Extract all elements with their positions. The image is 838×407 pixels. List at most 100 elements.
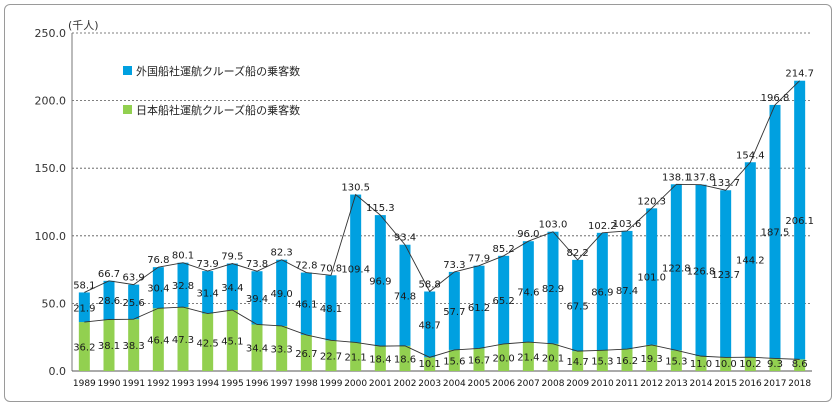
bar-japanese-operator: [572, 351, 584, 371]
data-label-total: 103.0: [539, 220, 568, 231]
data-label-foreign: 109.4: [341, 265, 370, 276]
data-label-foreign: 74.6: [517, 288, 539, 299]
data-label-japanese: 16.7: [468, 356, 490, 367]
data-label-total: 93.4: [394, 233, 416, 244]
bar-japanese-operator: [325, 340, 337, 371]
data-label-total: 73.8: [246, 259, 268, 270]
data-label-foreign: 87.4: [616, 286, 638, 297]
x-tick-label: 1998: [295, 379, 318, 389]
data-label-foreign: 82.9: [542, 284, 564, 295]
data-label-total: 58.8: [419, 280, 441, 291]
data-label-total: 80.1: [172, 251, 194, 262]
data-label-japanese: 21.1: [345, 353, 367, 364]
bar-foreign-operator: [769, 104, 781, 359]
data-label-japanese: 26.7: [295, 349, 317, 360]
x-tick-label: 2016: [739, 379, 762, 389]
bar-japanese-operator: [646, 344, 658, 371]
y-tick-label: 0.0: [49, 365, 67, 378]
data-label-foreign: 30.4: [147, 284, 169, 295]
bar-foreign-operator: [152, 267, 164, 309]
bar-foreign-operator: [78, 292, 90, 323]
bar-japanese-operator: [226, 310, 238, 371]
bar-foreign-operator: [670, 184, 682, 351]
bar-japanese-operator: [202, 313, 214, 371]
data-label-japanese: 21.4: [517, 353, 539, 364]
data-label-foreign: 57.7: [443, 307, 465, 318]
data-label-foreign: 65.2: [493, 296, 515, 307]
data-label-foreign: 32.8: [172, 281, 194, 292]
data-label-total: 214.7: [785, 69, 814, 80]
bar-foreign-operator: [276, 259, 288, 326]
data-label-japanese: 45.1: [221, 337, 243, 348]
bar-japanese-operator: [424, 357, 436, 371]
data-label-japanese: 15.6: [443, 356, 465, 367]
data-label-total: 63.9: [123, 273, 145, 284]
data-label-total: 79.5: [221, 252, 243, 263]
data-label-japanese: 9.3: [767, 359, 783, 370]
x-tick-label: 1992: [147, 379, 170, 389]
x-tick-label: 2008: [542, 379, 565, 389]
bar-foreign-operator: [572, 259, 584, 352]
data-label-total: 138.1: [662, 172, 691, 183]
bar-foreign-operator: [103, 280, 115, 320]
x-tick-label: 1994: [196, 379, 219, 389]
data-label-japanese: 38.1: [98, 341, 120, 352]
data-label-foreign: 28.6: [98, 296, 120, 307]
data-label-japanese: 18.6: [394, 354, 416, 365]
data-label-total: 85.2: [493, 244, 515, 255]
data-label-japanese: 10.0: [715, 359, 737, 370]
bar-japanese-operator: [621, 349, 633, 371]
data-label-foreign: 122.8: [662, 263, 691, 274]
x-tick-label: 2005: [468, 379, 491, 389]
bar-foreign-operator: [473, 265, 485, 349]
data-label-foreign: 49.0: [271, 289, 293, 300]
bar-foreign-operator: [374, 215, 386, 347]
x-tick-label: 2018: [788, 379, 811, 389]
data-label-japanese: 42.5: [197, 338, 219, 349]
total-line: [84, 80, 800, 293]
y-tick-label: 200.0: [35, 95, 67, 108]
x-tick-label: 2007: [517, 379, 540, 389]
y-tick-label: 100.0: [35, 230, 67, 243]
x-tick-label: 2004: [443, 379, 466, 389]
bar-foreign-operator: [547, 231, 559, 344]
data-label-total: 133.7: [711, 178, 740, 189]
bar-foreign-operator: [498, 255, 510, 344]
bar-japanese-operator: [276, 325, 288, 371]
legend-japanese-operator-label: 日本船社運航クルーズ船の乗客数: [136, 103, 300, 117]
data-label-total: 96.0: [517, 229, 539, 240]
data-label-japanese: 34.4: [246, 344, 268, 355]
y-tick-label: 150.0: [35, 162, 67, 175]
bar-japanese-operator: [547, 343, 559, 371]
x-tick-label: 2011: [616, 379, 639, 389]
bar-japanese-operator: [374, 346, 386, 371]
data-label-japanese: 33.3: [271, 344, 293, 355]
data-label-japanese: 16.2: [616, 356, 638, 367]
data-label-total: 196.8: [761, 93, 790, 104]
bar-foreign-operator: [522, 241, 534, 343]
bar-foreign-operator: [399, 244, 411, 346]
data-label-foreign: 34.4: [221, 283, 243, 294]
x-tick-label: 2010: [591, 379, 614, 389]
x-tick-label: 2000: [344, 379, 367, 389]
data-label-japanese: 8.6: [792, 359, 808, 370]
data-label-foreign: 21.9: [73, 303, 95, 314]
x-tick-label: 2014: [690, 379, 713, 389]
bar-foreign-operator: [226, 263, 238, 311]
bar-japanese-operator: [769, 358, 781, 371]
bar-japanese-operator: [350, 342, 362, 371]
y-tick-label: 50.0: [42, 297, 67, 310]
data-label-total: 58.1: [73, 280, 95, 291]
x-tick-label: 1996: [246, 379, 269, 389]
x-tick-label: 2002: [394, 379, 417, 389]
data-label-japanese: 18.4: [369, 355, 391, 366]
data-label-total: 130.5: [341, 183, 370, 194]
data-label-japanese: 36.2: [73, 343, 95, 354]
data-label-foreign: 206.1: [785, 216, 814, 227]
bar-foreign-operator: [177, 262, 189, 308]
data-label-total: 137.8: [687, 173, 716, 184]
data-label-foreign: 96.9: [369, 277, 391, 288]
bar-japanese-operator: [152, 308, 164, 371]
bar-japanese-operator: [300, 334, 312, 371]
